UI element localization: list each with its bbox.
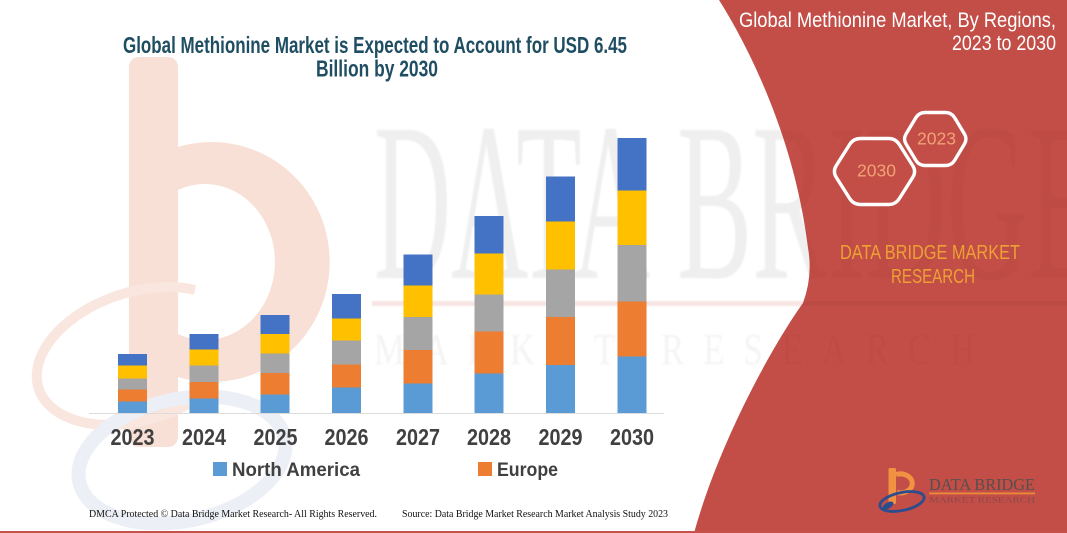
svg-text:Billion by 2030: Billion by 2030 <box>316 56 438 82</box>
svg-text:2024: 2024 <box>182 424 226 450</box>
svg-text:Global Methionine Market, By R: Global Methionine Market, By Regions, <box>739 9 1056 32</box>
svg-text:DMCA Protected © Data Bridge M: DMCA Protected © Data Bridge Market Rese… <box>89 508 377 520</box>
svg-text:2023 to 2030: 2023 to 2030 <box>952 32 1056 55</box>
svg-text:DATA BRIDGE: DATA BRIDGE <box>929 475 1035 494</box>
svg-text:Global Methionine Market is Ex: Global Methionine Market is Expected to … <box>123 32 627 58</box>
svg-text:2030: 2030 <box>857 161 896 181</box>
svg-text:MARKET RESEARCH: MARKET RESEARCH <box>929 496 1035 505</box>
svg-text:2027: 2027 <box>396 424 440 450</box>
svg-text:Europe: Europe <box>497 460 558 481</box>
svg-text:2029: 2029 <box>539 424 583 450</box>
svg-text:North America: North America <box>232 460 360 481</box>
svg-text:DATA BRIDGE MARKET: DATA BRIDGE MARKET <box>840 242 1020 264</box>
svg-text:2028: 2028 <box>467 424 511 450</box>
svg-text:2023: 2023 <box>111 424 155 450</box>
svg-text:2026: 2026 <box>325 424 369 450</box>
svg-text:RESEARCH: RESEARCH <box>891 266 975 288</box>
svg-text:2023: 2023 <box>917 129 956 149</box>
svg-text:2030: 2030 <box>610 424 654 450</box>
svg-text:Source: Data Bridge Market Res: Source: Data Bridge Market Research Mark… <box>402 508 668 520</box>
svg-text:2025: 2025 <box>254 424 298 450</box>
